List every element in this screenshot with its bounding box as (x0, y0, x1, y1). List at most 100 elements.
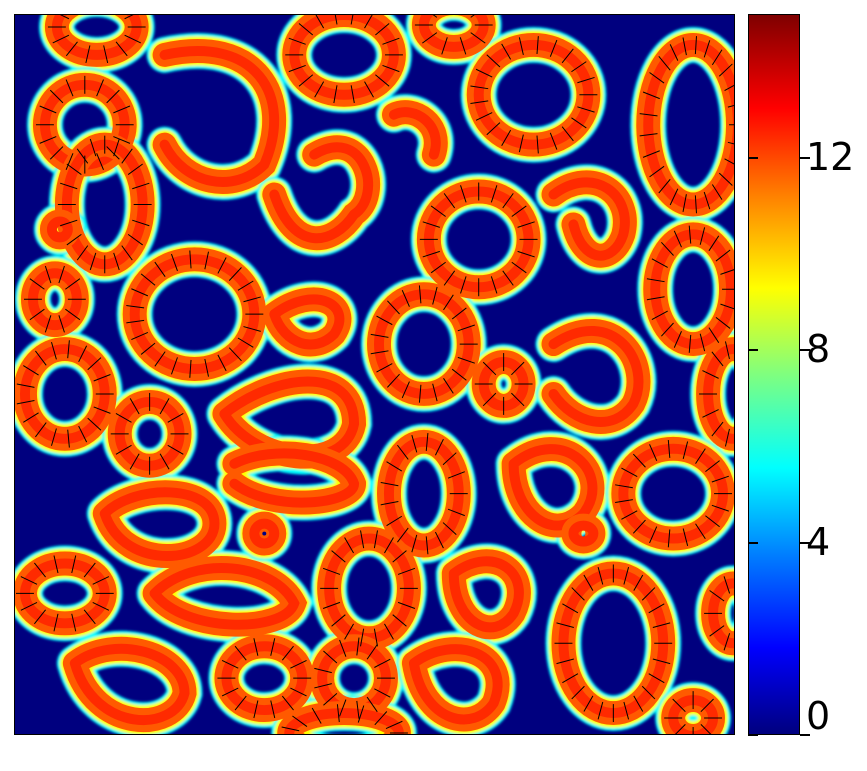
vector-arrow (387, 373, 400, 388)
vector-arrow (658, 55, 671, 71)
vector-arrow (422, 250, 440, 258)
vector-arrow (723, 633, 731, 651)
vector-arrow (59, 15, 70, 20)
vector-arrow (709, 590, 725, 602)
vector-arrow (443, 270, 456, 286)
vector-arrow (715, 249, 731, 262)
vector-arrow (536, 135, 539, 154)
vector-arrow (442, 522, 457, 536)
vector-arrow (447, 508, 465, 517)
vector-arrow (228, 347, 242, 362)
vector-arrow (375, 23, 390, 36)
vector-arrow (727, 141, 734, 145)
vector-arrow (380, 501, 399, 506)
vector-arrow (711, 421, 724, 437)
vector-arrow (322, 601, 341, 609)
vector-arrow (237, 280, 254, 291)
vector-arrow (334, 15, 338, 25)
vector-arrow (103, 45, 109, 64)
vector-arrow (411, 534, 418, 553)
vector-arrow (189, 250, 192, 269)
vector-arrow (502, 270, 514, 286)
vector-arrow (583, 574, 594, 591)
vector-arrow (556, 658, 574, 665)
vector-arrow (430, 205, 446, 217)
vector-arrow (511, 392, 525, 407)
vector-arrow (561, 48, 574, 64)
vector-arrow (65, 153, 74, 171)
vector-arrow (615, 499, 633, 504)
vector-arrow (695, 523, 706, 540)
vector-arrow (360, 530, 365, 549)
vector-arrow (711, 49, 723, 66)
vector-arrow (577, 76, 595, 84)
vector-arrow (425, 536, 429, 555)
vector-arrow (253, 638, 259, 656)
vector-arrow (71, 613, 77, 632)
vector-arrow (20, 576, 38, 585)
vector-arrow (470, 100, 489, 105)
vector-arrow (669, 188, 679, 206)
vector-arrow (331, 614, 346, 627)
vector-arrow (457, 356, 475, 364)
vector-arrow (65, 41, 78, 57)
vector-arrow (126, 304, 145, 309)
field-ring-core (99, 487, 220, 561)
vector-arrow (350, 85, 355, 104)
vector-arrow (39, 136, 57, 144)
vector-arrow (711, 351, 724, 367)
vector-arrow (121, 245, 133, 261)
vector-arrow (39, 105, 57, 114)
vector-arrow (366, 696, 378, 713)
vector-arrow (501, 43, 512, 60)
vector-arrow (127, 163, 143, 175)
vector-arrow (221, 687, 239, 697)
vector-arrow (470, 85, 489, 90)
vector-arrow (44, 265, 52, 284)
field-ring-core (46, 216, 73, 243)
vector-arrow (583, 695, 594, 712)
vector-arrow (688, 334, 692, 353)
field-ring-core (269, 142, 374, 244)
vector-arrow (23, 365, 39, 376)
vector-arrow (131, 331, 149, 341)
vector-arrow (159, 453, 170, 470)
vector-arrow (344, 623, 354, 640)
vector-arrow (562, 603, 579, 614)
vector-arrow (705, 460, 720, 473)
vector-arrow (651, 258, 668, 268)
vector-arrow (113, 136, 131, 144)
vector-arrow (83, 562, 96, 578)
field-ring-core (69, 643, 190, 726)
vector-arrow (652, 622, 671, 628)
vector-arrow (718, 63, 733, 77)
vector-arrow (344, 537, 354, 554)
vector-arrow (384, 623, 394, 640)
vector-arrow (432, 383, 438, 402)
vector-arrow (501, 129, 512, 146)
colorbar-tick-label: 0 (806, 694, 831, 738)
vector-arrow (65, 79, 74, 97)
vector-arrow (314, 683, 332, 689)
vector-arrow (167, 444, 184, 455)
vector-arrow (314, 81, 325, 98)
vector-arrow (124, 15, 134, 20)
vector-arrow (49, 146, 64, 160)
vector-arrow (470, 32, 486, 44)
vector-arrow (76, 245, 89, 261)
vector-arrow (58, 265, 65, 284)
vector-arrow (356, 637, 360, 656)
vector-arrow (621, 467, 638, 478)
vector-arrow (418, 285, 422, 304)
vector-arrow (443, 294, 454, 311)
vector-arrow (93, 406, 111, 414)
vector-arrow (387, 300, 400, 315)
vector-arrow (67, 340, 70, 359)
vector-arrow (392, 550, 407, 563)
vector-arrow (418, 384, 422, 403)
field-ring-core (548, 177, 630, 261)
field-ring-core (249, 518, 280, 549)
vector-arrow (288, 64, 306, 73)
vector-arrow (623, 701, 630, 720)
vector-arrow (675, 724, 686, 734)
